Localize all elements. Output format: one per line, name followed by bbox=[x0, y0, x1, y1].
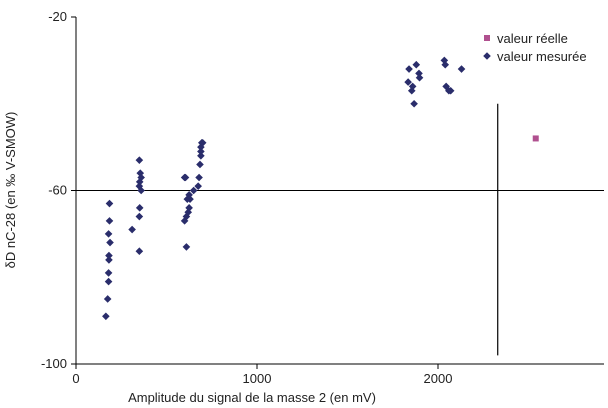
legend-box bbox=[476, 25, 608, 71]
axis-ticks: -20 -60 -100 0 1000 2000 bbox=[41, 9, 452, 386]
data-point bbox=[408, 82, 417, 91]
data-point bbox=[104, 230, 113, 238]
y-tick-label: -20 bbox=[48, 9, 67, 24]
data-point bbox=[186, 195, 194, 203]
data-point bbox=[182, 243, 191, 251]
data-point bbox=[135, 156, 144, 164]
data-point bbox=[137, 173, 145, 182]
data-point bbox=[194, 182, 202, 190]
legend: valeur réelle valeur mesurée bbox=[476, 25, 608, 71]
x-tick-label: 0 bbox=[72, 371, 79, 386]
data-point bbox=[404, 78, 412, 86]
data-point bbox=[532, 135, 539, 142]
data-point bbox=[198, 138, 207, 147]
data-point bbox=[180, 217, 189, 225]
data-point bbox=[442, 82, 450, 91]
data-point bbox=[135, 204, 144, 212]
data-point bbox=[135, 178, 144, 186]
data-point bbox=[415, 69, 423, 78]
y-tick-label: -60 bbox=[48, 183, 67, 198]
data-point bbox=[441, 60, 450, 69]
data-point bbox=[195, 173, 203, 182]
data-point bbox=[189, 186, 198, 195]
data-point bbox=[105, 251, 113, 260]
data-point bbox=[181, 173, 190, 182]
data-point bbox=[128, 225, 136, 234]
data-point bbox=[415, 73, 424, 82]
x-axis-label: Amplitude du signal de la masse 2 (en mV… bbox=[128, 390, 376, 405]
y-tick-label: -100 bbox=[41, 356, 67, 371]
data-point bbox=[137, 186, 145, 195]
data-point bbox=[102, 312, 110, 321]
data-point bbox=[105, 217, 114, 225]
data-point bbox=[196, 160, 204, 169]
legend-label: valeur mesurée bbox=[497, 49, 587, 64]
data-point bbox=[457, 65, 466, 73]
legend-marker bbox=[483, 52, 491, 60]
data-point bbox=[136, 169, 145, 177]
data-point bbox=[440, 56, 449, 65]
data-points bbox=[102, 56, 539, 321]
data-point bbox=[446, 86, 455, 95]
data-point bbox=[197, 147, 205, 156]
data-point bbox=[197, 152, 205, 160]
data-point bbox=[105, 256, 113, 264]
legend-label: valeur réelle bbox=[497, 31, 568, 46]
data-point bbox=[103, 295, 112, 303]
data-point bbox=[405, 65, 413, 73]
reference-lines bbox=[76, 103, 604, 356]
data-point bbox=[412, 60, 421, 69]
data-point bbox=[104, 269, 113, 277]
x-tick-label: 2000 bbox=[424, 371, 453, 386]
data-point bbox=[106, 238, 114, 247]
data-point bbox=[135, 212, 144, 221]
data-point bbox=[135, 247, 144, 256]
data-point bbox=[104, 277, 113, 286]
y-axis-label: δD nC-28 (en ‰ V-SMOW) bbox=[3, 112, 18, 269]
data-point bbox=[185, 204, 193, 212]
x-tick-label: 1000 bbox=[243, 371, 272, 386]
legend-marker bbox=[484, 35, 490, 41]
data-point bbox=[105, 199, 114, 208]
data-point bbox=[410, 99, 418, 108]
